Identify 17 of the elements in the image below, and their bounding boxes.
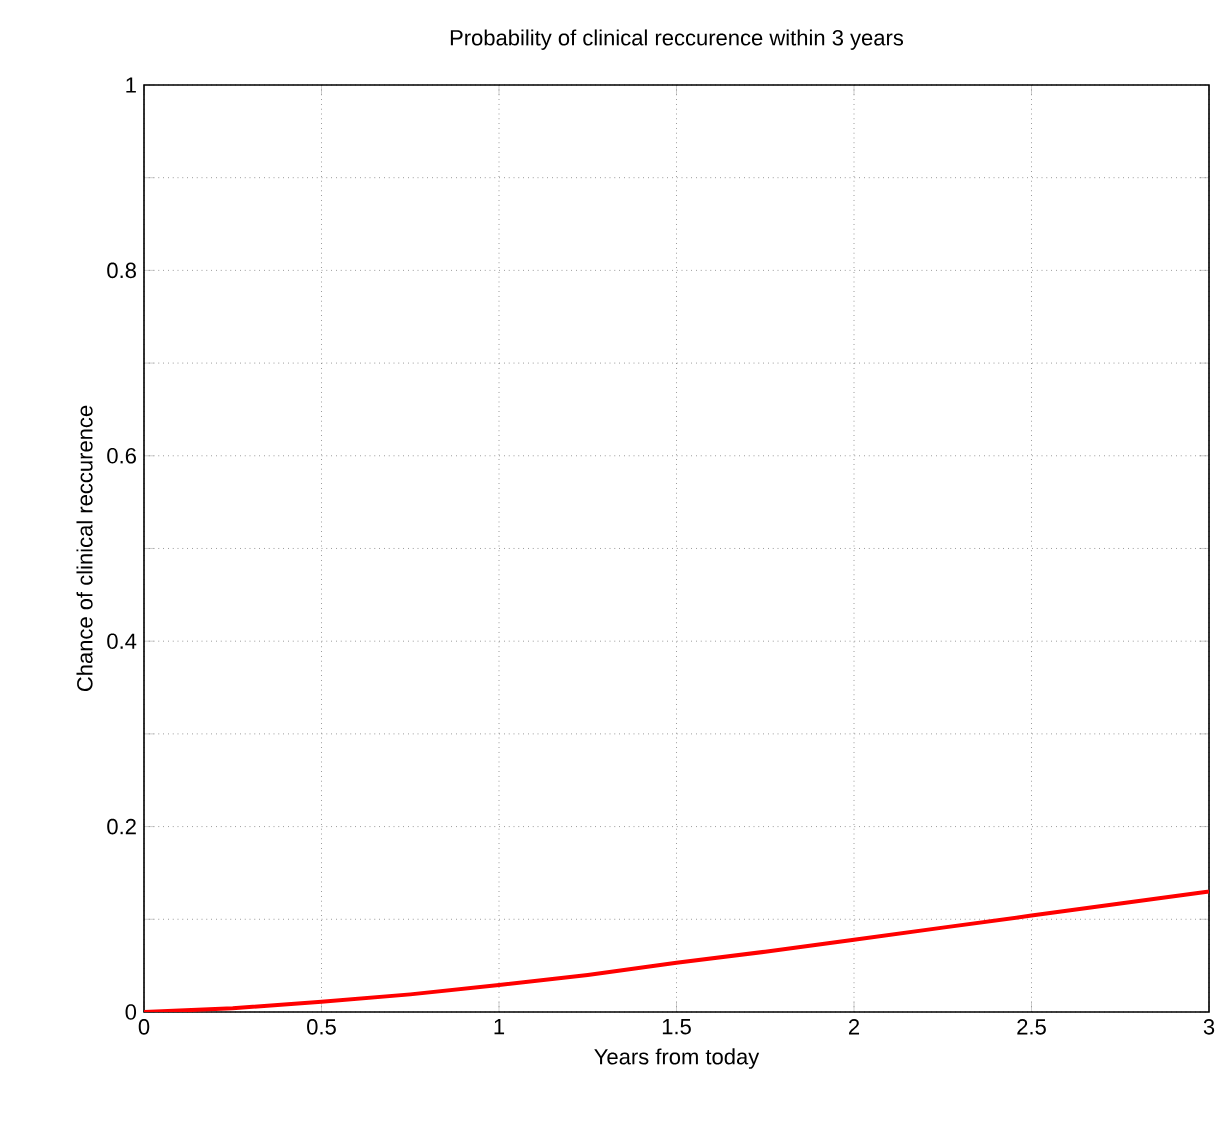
y-tick-label: 0.8 [107,262,136,279]
y-tick-label: 0.2 [107,818,136,835]
x-tick-label: 2 [848,1019,860,1035]
x-axis-title: Years from today [594,1048,760,1069]
chart-title: Probability of clinical reccurence within 3 years [450,29,904,50]
x-tick-label: 3 [1203,1019,1215,1035]
x-tick-label: 1.5 [662,1019,691,1035]
y-tick-label: 0.4 [107,633,137,649]
y-tick-label: 0 [125,1004,137,1020]
y-tick-label: 1 [126,77,136,93]
x-tick-label: 2.5 [1017,1019,1046,1035]
x-tick-label: 0 [138,1019,150,1035]
line-series [144,889,1210,1012]
y-tick-label: 0.6 [107,448,136,464]
y-axis-title: Chance of clinical reccurence [76,405,93,692]
x-tick-label: 0.5 [307,1019,336,1035]
x-tick-label: 1 [494,1019,505,1035]
